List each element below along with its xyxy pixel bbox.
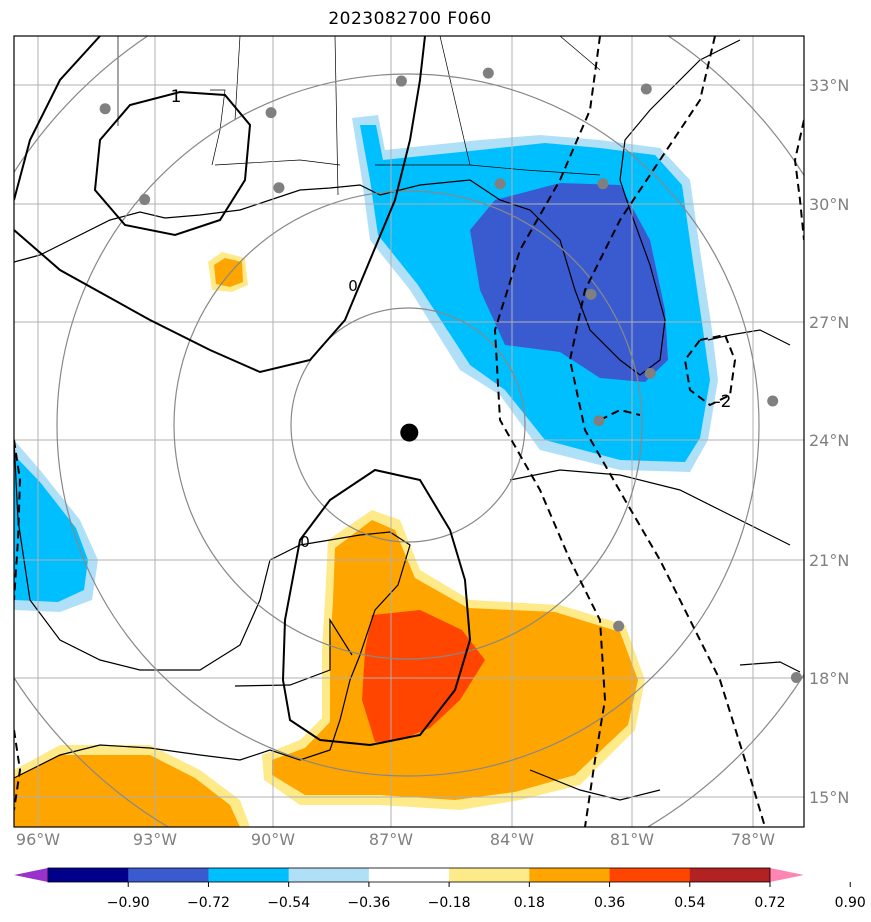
contour-label-0-north: 0	[348, 277, 358, 295]
colorbar: −0.90 −0.72 −0.54 −0.36 −0.18 0.18 0.36 0.54 0.7…	[14, 867, 866, 911]
station-marker-0	[99, 103, 111, 115]
dashed-contours	[14, 36, 804, 827]
lat-label-21n: 21°N	[809, 551, 849, 570]
colorbar-segment-0	[48, 868, 129, 882]
station-marker-2	[395, 75, 407, 87]
longitude-labels: 96°W 93°W 90°W 87°W 84°W 81°W 78°W	[16, 830, 775, 849]
map-frame	[13, 35, 805, 828]
state-borders	[117, 36, 601, 196]
colorbar-tick-label-6: 0.36	[594, 895, 625, 911]
lon-label-87w: 87°W	[369, 830, 413, 849]
colorbar-segment-8	[689, 868, 771, 882]
positive-anomaly-field	[14, 252, 645, 827]
lat-label-33n: 33°N	[809, 76, 849, 95]
station-markers	[99, 67, 802, 683]
lon-label-84w: 84°W	[490, 830, 534, 849]
lon-label-93w: 93°W	[133, 830, 177, 849]
station-marker-13	[613, 620, 625, 632]
station-marker-7	[494, 178, 506, 190]
colorbar-tick-label-2: −0.54	[267, 895, 310, 911]
station-marker-5	[139, 194, 151, 206]
lat-label-18n: 18°N	[809, 669, 849, 688]
lat-label-30n: 30°N	[809, 195, 849, 214]
station-marker-12	[767, 395, 779, 407]
plot-area: 1 0 0 -2	[14, 36, 804, 827]
colorbar-segment-1	[128, 868, 209, 882]
lat-label-27n: 27°N	[809, 313, 849, 332]
contour-label-0-south: 0	[300, 533, 310, 551]
storm-center-marker	[400, 423, 419, 442]
station-marker-4	[640, 83, 652, 95]
station-marker-8	[597, 178, 609, 190]
colorbar-tick-label-7: 0.54	[674, 895, 705, 911]
station-marker-3	[482, 67, 494, 79]
colorbar-left-extension	[14, 868, 48, 882]
colorbar-segment-2	[208, 868, 290, 882]
coastlines	[14, 39, 801, 801]
colorbar-right-extension	[770, 868, 804, 882]
colorbar-tick-label-5: 0.18	[514, 895, 545, 911]
colorbar-tick-label-3: −0.36	[347, 895, 390, 911]
lon-label-96w: 96°W	[16, 830, 60, 849]
colorbar-tick-label-9: 0.90	[835, 895, 866, 911]
lon-label-90w: 90°W	[251, 830, 295, 849]
latitude-labels: 33°N 30°N 27°N 24°N 21°N 18°N 15°N	[809, 76, 849, 807]
station-marker-9	[585, 288, 597, 300]
lon-label-81w: 81°W	[610, 830, 654, 849]
station-marker-1	[265, 107, 277, 119]
colorbar-tick-label-1: −0.72	[187, 895, 230, 911]
range-rings	[14, 36, 804, 827]
colorbar-segment-6	[529, 868, 611, 882]
contour-label-1: 1	[171, 87, 182, 107]
lon-label-78w: 78°W	[731, 830, 775, 849]
station-marker-11	[593, 415, 605, 427]
station-marker-14	[790, 672, 802, 683]
colorbar-segment-5	[449, 868, 530, 882]
colorbar-segment-7	[609, 868, 691, 882]
station-marker-6	[273, 182, 285, 194]
colorbar-segment-3	[288, 868, 370, 882]
colorbar-segment-4	[368, 868, 450, 882]
solid-contours	[14, 36, 472, 747]
station-marker-10	[644, 367, 656, 379]
colorbar-tick-label-8: 0.72	[754, 895, 785, 911]
lat-label-24n: 24°N	[809, 431, 849, 450]
colorbar-tick-label-0: −0.90	[107, 895, 150, 911]
map-title: 2023082700 F060	[328, 9, 492, 29]
lat-label-15n: 15°N	[809, 788, 849, 807]
contour-label-neg2: -2	[715, 392, 732, 412]
colorbar-tick-label-4: −0.18	[428, 895, 471, 911]
